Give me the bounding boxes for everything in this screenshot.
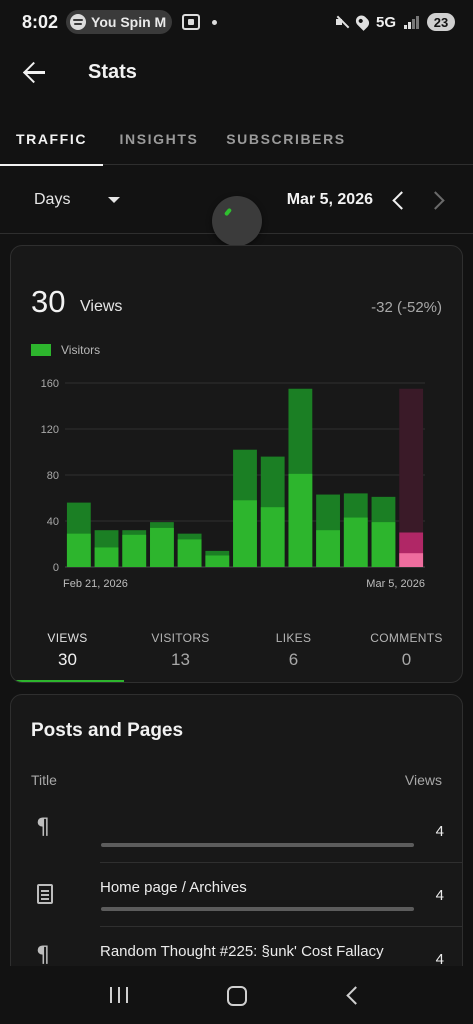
y-tick-label: 80 bbox=[47, 470, 59, 482]
views-card: 30 Views -32 (-52%) Visitors 160 120 80 40 0… bbox=[10, 245, 463, 683]
y-tick-label: 160 bbox=[41, 378, 59, 390]
status-bar: 8:02 You Spin M 5G 23 bbox=[0, 0, 473, 44]
visitors-bar bbox=[122, 534, 147, 567]
mute-icon bbox=[335, 15, 349, 29]
notification-dot-icon bbox=[212, 19, 218, 25]
selected-bar-background bbox=[399, 388, 424, 567]
active-stat-indicator bbox=[11, 680, 124, 682]
visitors-bar bbox=[260, 507, 285, 567]
visitors-bar bbox=[343, 517, 368, 567]
visitors-bar bbox=[150, 527, 174, 567]
network-type: 5G bbox=[375, 13, 396, 31]
selected-date: Mar 5, 2026 bbox=[286, 190, 373, 208]
screen-capture-icon bbox=[182, 14, 201, 30]
visitors-bar bbox=[288, 473, 313, 567]
battery-icon: 23 bbox=[427, 13, 455, 31]
stat-label: VISITORS bbox=[151, 631, 210, 645]
legend-label: Visitors bbox=[61, 343, 101, 357]
recents-icon[interactable] bbox=[99, 975, 139, 1015]
post-views: 4 bbox=[435, 823, 444, 840]
next-date-chevron-icon[interactable] bbox=[419, 180, 459, 220]
list-item[interactable]: ¶ 4 bbox=[11, 801, 462, 865]
back-arrow-icon[interactable] bbox=[11, 48, 59, 96]
location-icon bbox=[353, 13, 372, 31]
paragraph-icon: ¶ bbox=[36, 943, 50, 968]
visitors-bar bbox=[399, 553, 424, 567]
tab-insights[interactable]: INSIGHTS bbox=[119, 130, 199, 147]
y-tick-label: 0 bbox=[53, 562, 59, 574]
post-title: Random Thought #225: §unk' Cost Fallacy bbox=[100, 943, 384, 960]
x-end-label: Mar 5, 2026 bbox=[366, 578, 425, 590]
list-item[interactable]: ¶ Random Thought #225: §unk' Cost Fallac… bbox=[11, 929, 462, 993]
list-item[interactable]: Home page / Archives 4 bbox=[11, 865, 462, 929]
stat-value: 13 bbox=[171, 650, 190, 669]
home-icon[interactable] bbox=[216, 975, 256, 1015]
x-start-label: Feb 21, 2026 bbox=[63, 578, 128, 590]
post-views-bar bbox=[101, 907, 414, 911]
visitors-bar bbox=[316, 530, 340, 567]
column-views-header: Views bbox=[404, 772, 442, 788]
visitors-bar bbox=[205, 555, 230, 567]
y-tick-label: 40 bbox=[47, 516, 59, 528]
page-icon bbox=[37, 884, 53, 904]
status-time: 8:02 bbox=[22, 11, 59, 32]
y-tick-label: 120 bbox=[41, 424, 59, 436]
app-bar: Stats bbox=[0, 44, 473, 100]
column-title-header: Title bbox=[31, 772, 57, 788]
stat-value: 0 bbox=[401, 650, 412, 669]
stat-value: 30 bbox=[58, 650, 77, 669]
stat-views[interactable]: VIEWS 30 bbox=[11, 631, 124, 681]
tab-traffic[interactable]: TRAFFIC bbox=[0, 112, 103, 166]
row-divider bbox=[100, 926, 462, 927]
post-title: Home page / Archives bbox=[100, 879, 247, 896]
previous-date-chevron-icon[interactable] bbox=[379, 180, 419, 220]
post-views-bar bbox=[101, 843, 414, 847]
views-label: Views bbox=[80, 298, 123, 315]
period-dropdown[interactable]: Days bbox=[34, 190, 71, 208]
stat-visitors[interactable]: VISITORS 13 bbox=[124, 631, 237, 681]
tab-subscribers[interactable]: SUBSCRIBERS bbox=[226, 130, 346, 147]
legend-swatch bbox=[31, 344, 51, 356]
stat-comments[interactable]: COMMENTS 0 bbox=[350, 631, 462, 681]
spotify-icon bbox=[70, 14, 87, 30]
dropdown-caret-icon[interactable] bbox=[108, 196, 121, 203]
posts-card-title: Posts and Pages bbox=[31, 720, 184, 741]
media-pill-text: You Spin M bbox=[91, 14, 167, 30]
visitors-bar bbox=[233, 500, 257, 567]
paragraph-icon: ¶ bbox=[36, 815, 50, 840]
views-delta: -32 (-52%) bbox=[371, 299, 442, 316]
visitors-bar bbox=[66, 533, 91, 567]
visitors-bar bbox=[371, 522, 396, 567]
stat-value: 6 bbox=[288, 650, 299, 669]
post-views: 4 bbox=[435, 951, 444, 968]
row-divider bbox=[100, 862, 462, 863]
status-right: 5G 23 bbox=[335, 13, 455, 31]
system-nav-bar bbox=[0, 966, 473, 1024]
visitors-bar bbox=[94, 547, 119, 567]
back-nav-icon[interactable] bbox=[334, 975, 374, 1015]
views-count: 30 bbox=[31, 284, 66, 319]
post-views: 4 bbox=[435, 887, 444, 904]
stat-summary-row: VIEWS 30 VISITORS 13 LIKES 6 COMMENTS 0 bbox=[11, 631, 462, 681]
posts-pages-card: Posts and Pages Title Views ¶ 4 Home pag… bbox=[10, 694, 463, 994]
page-title: Stats bbox=[88, 60, 137, 83]
stats-tabs: TRAFFIC INSIGHTS SUBSCRIBERS bbox=[0, 112, 473, 166]
visitors-bar bbox=[177, 539, 202, 567]
stat-label: VIEWS bbox=[47, 631, 88, 645]
views-bar-chart[interactable]: 160 120 80 40 0 Feb 21, 2026 Mar 5, 2026 bbox=[11, 371, 463, 601]
media-pill[interactable]: You Spin M bbox=[66, 10, 173, 34]
stat-likes[interactable]: LIKES 6 bbox=[237, 631, 350, 681]
stat-label: COMMENTS bbox=[370, 631, 443, 645]
loading-spinner-icon bbox=[212, 196, 262, 246]
stat-label: LIKES bbox=[275, 631, 312, 645]
signal-icon bbox=[404, 15, 419, 29]
chart-legend: Visitors bbox=[31, 343, 100, 357]
